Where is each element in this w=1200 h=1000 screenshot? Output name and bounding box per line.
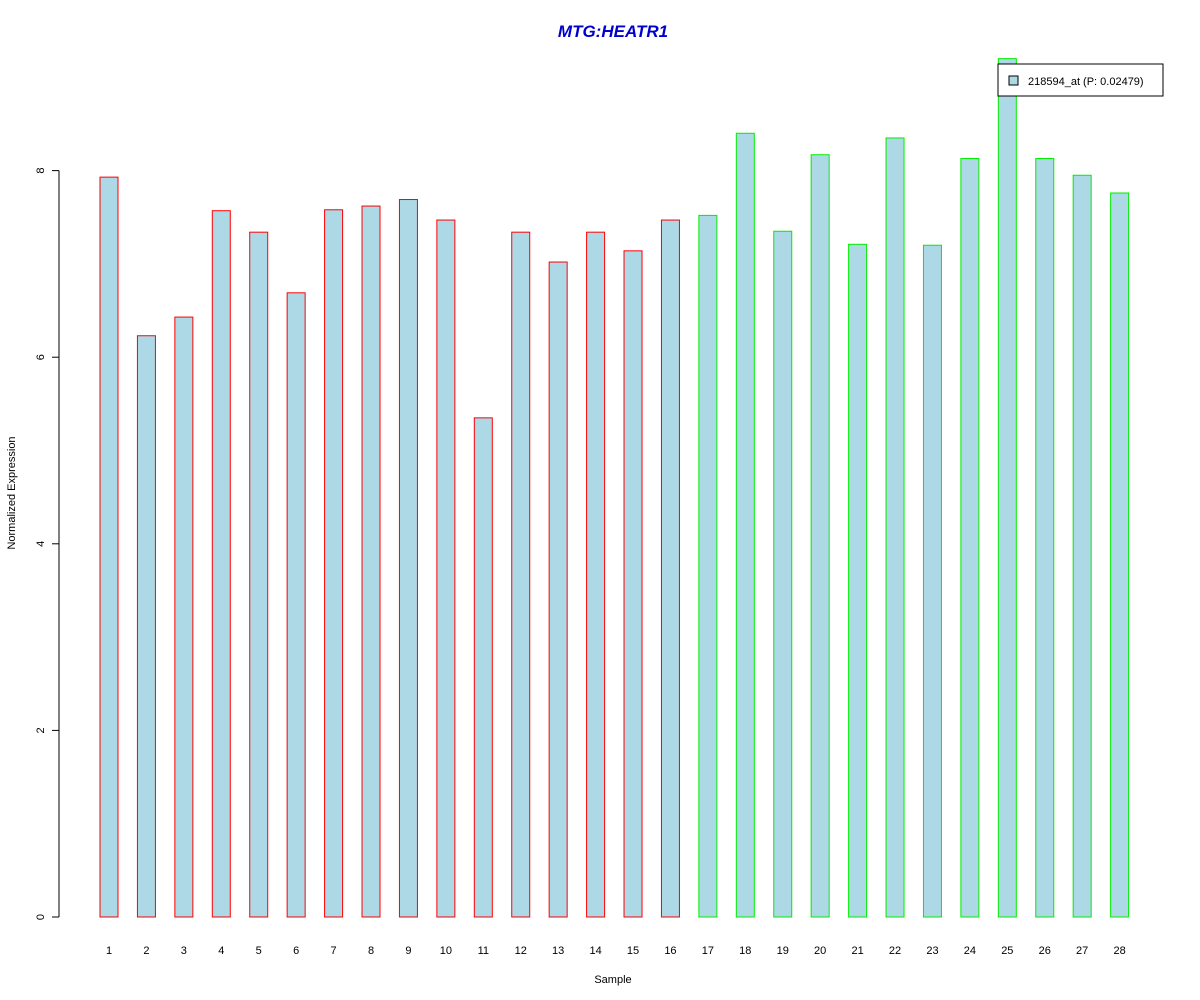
x-axis-tick-labels: 1 2 3 4 5 6 7 8 9 10 11 12 13 14 15 16 17 18 19 20 21 22 23 24 2…	[106, 945, 1126, 957]
x-tick-label: 3	[181, 945, 187, 957]
x-tick-label: 11	[478, 945, 489, 957]
y-tick-label: 4	[35, 541, 47, 547]
x-tick-label: 10	[440, 945, 452, 957]
bar-sample-1	[99, 176, 119, 918]
x-tick-label: 5	[256, 945, 262, 957]
bar-sample-22	[885, 137, 905, 918]
x-tick-label: 18	[739, 945, 751, 957]
x-tick-label: 15	[627, 945, 639, 957]
bar-sample-11	[473, 417, 493, 918]
bar-sample-19	[773, 230, 793, 918]
bar-sample-13	[548, 261, 568, 918]
bar-sample-4	[211, 210, 231, 918]
bar-sample-16	[660, 219, 680, 918]
bar-sample-27	[1072, 174, 1092, 918]
x-tick-label: 19	[777, 945, 789, 957]
bar-sample-12	[511, 231, 531, 918]
x-tick-label: 20	[814, 945, 826, 957]
bar-sample-23	[922, 244, 942, 918]
x-tick-label: 9	[405, 945, 411, 957]
y-axis-label: Normalized Expression	[6, 436, 18, 549]
x-tick-label: 23	[926, 945, 938, 957]
x-tick-label: 12	[515, 945, 527, 957]
bar-sample-6	[286, 292, 306, 918]
x-tick-label: 4	[218, 945, 224, 957]
x-tick-label: 16	[664, 945, 676, 957]
x-tick-label: 6	[293, 945, 299, 957]
bar-sample-26	[1035, 157, 1055, 918]
legend: 218594_at (P: 0.02479)	[997, 63, 1164, 97]
legend-box	[997, 63, 1164, 97]
bars	[99, 58, 1130, 918]
bar-sample-9	[398, 199, 418, 918]
bar-sample-24	[960, 157, 980, 918]
bar-sample-20	[810, 154, 830, 918]
x-tick-label: 13	[552, 945, 564, 957]
x-tick-label: 2	[143, 945, 149, 957]
x-tick-label: 27	[1076, 945, 1088, 957]
y-tick-label: 8	[35, 168, 47, 174]
x-tick-label: 24	[964, 945, 976, 957]
x-tick-label: 21	[851, 945, 863, 957]
x-tick-label: 22	[889, 945, 901, 957]
x-tick-label: 28	[1113, 945, 1125, 957]
x-tick-label: 8	[368, 945, 374, 957]
bar-sample-7	[324, 209, 344, 918]
bar-sample-3	[174, 316, 194, 918]
chart-title: MTG:HEATR1	[558, 22, 668, 41]
x-tick-label: 1	[106, 945, 112, 957]
bar-sample-5	[249, 231, 269, 918]
x-tick-label: 7	[331, 945, 337, 957]
x-axis-label: Sample	[594, 974, 631, 986]
bar-sample-17	[698, 214, 718, 918]
bar-sample-18	[735, 132, 755, 918]
bar-sample-25	[997, 58, 1017, 918]
legend-swatch	[1008, 75, 1019, 86]
bar-sample-28	[1110, 192, 1130, 918]
x-tick-label: 14	[589, 945, 601, 957]
x-tick-label: 25	[1001, 945, 1013, 957]
y-tick-label: 2	[35, 727, 47, 733]
y-tick-label: 6	[35, 354, 47, 360]
legend-label: 218594_at (P: 0.02479)	[1028, 76, 1144, 88]
bar-sample-8	[361, 205, 381, 918]
bar-sample-10	[436, 219, 456, 918]
y-axis: 0 2 4 6 8	[35, 168, 60, 920]
bar-sample-14	[586, 231, 606, 918]
x-tick-label: 26	[1039, 945, 1051, 957]
y-tick-label: 0	[35, 914, 47, 920]
bar-sample-15	[623, 250, 643, 918]
x-tick-label: 17	[702, 945, 714, 957]
bar-sample-21	[848, 243, 868, 918]
bar-sample-2	[136, 335, 156, 918]
